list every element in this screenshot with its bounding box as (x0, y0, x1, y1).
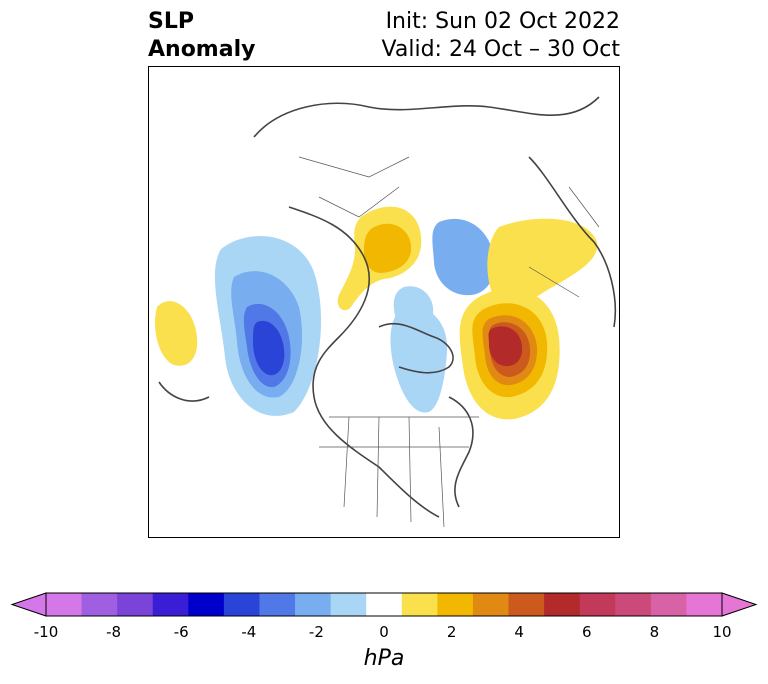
colorbar-swatch (579, 593, 616, 616)
chart-title: SLP Anomaly (148, 8, 255, 64)
colorbar-swatch (615, 593, 652, 616)
title-line-2: Anomaly (148, 37, 256, 62)
siberian-high (337, 206, 422, 311)
eastern-europe-high (487, 218, 598, 306)
colorbar-tick-label: -10 (33, 623, 59, 641)
colorbar-swatch (46, 593, 83, 616)
colorbar-swatch (686, 593, 723, 616)
coastlines (158, 96, 617, 518)
date-info: Init: Sun 02 Oct 2022 Valid: 24 Oct – 30… (382, 8, 620, 64)
init-date: Init: Sun 02 Oct 2022 (385, 9, 620, 34)
colorbar-swatch (223, 593, 260, 616)
colorbar-arrow-right (721, 592, 758, 617)
canadian-arctic-low (390, 306, 448, 413)
north-pacific-low (214, 236, 322, 416)
colorbar-swatch (295, 593, 332, 616)
colorbar-swatch (81, 593, 118, 616)
colorbar-swatch (650, 593, 687, 616)
colorbar-tick-label: 6 (582, 623, 592, 641)
colorbar-tick-label: -6 (173, 623, 189, 641)
title-line-1: SLP (148, 9, 194, 34)
colorbar-tick-label: 8 (649, 623, 660, 641)
colorbar-arrow-left (10, 592, 47, 617)
colorbar-tick-label: -2 (308, 623, 324, 641)
colorbar-units: hPa (363, 646, 405, 671)
colorbar-frame (45, 592, 723, 617)
colorbar-swatch (508, 593, 545, 616)
colorbar-swatch (117, 593, 154, 616)
map-panel (148, 66, 620, 538)
colorbar-swatch (330, 593, 367, 616)
colorbar-swatch (366, 593, 403, 616)
colorbar-tick-label: 10 (712, 623, 732, 641)
valid-date: Valid: 24 Oct – 30 Oct (381, 37, 620, 62)
colorbar-swatch (544, 593, 581, 616)
colorbar-tick-label: -4 (241, 623, 257, 641)
colorbar-swatch (472, 593, 510, 616)
colorbar-swatch (188, 593, 225, 616)
colorbar-tick-label: -8 (106, 623, 122, 641)
colorbar (10, 592, 758, 617)
colorbar-swatch (152, 593, 189, 616)
slp-anomaly-map (154, 96, 617, 528)
colorbar-swatch (401, 593, 438, 616)
colorbar-tick-label: 2 (446, 623, 457, 641)
colorbar-tick-label: 4 (514, 623, 524, 641)
dateline-high (154, 301, 198, 366)
colorbar-swatch (437, 593, 474, 616)
north-atlantic-high (459, 288, 560, 420)
colorbar-swatch (259, 593, 296, 616)
barents-kara-low (432, 218, 495, 296)
borders (298, 156, 600, 528)
colorbar-tick-label: 0 (379, 623, 389, 641)
